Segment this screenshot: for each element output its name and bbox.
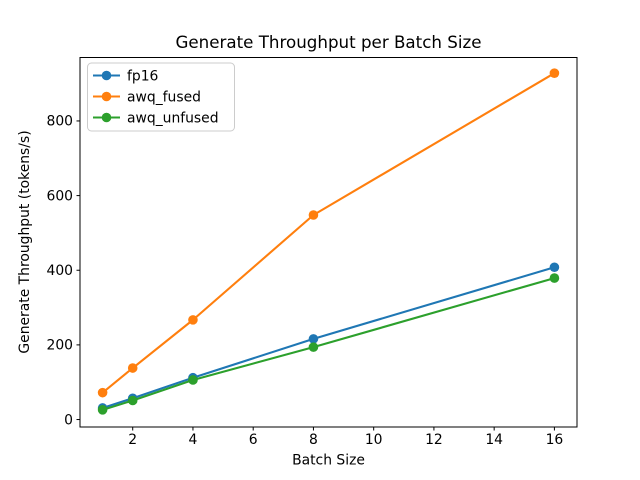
series-marker-awq_fused [188,315,198,325]
legend-box [87,62,235,132]
x-tick-label: 8 [309,432,318,448]
series-marker-awq_fused [127,363,138,373]
x-axis-label: Batch Size [292,453,365,469]
y-tick-label: 200 [46,338,73,354]
x-tick-label: 6 [249,432,258,448]
series-line-awq_unfused [101,277,556,411]
x-tick-label: 2 [128,432,137,448]
legend-label-awq_unfused: awq_unfused [127,110,219,126]
y-tick-label: 0 [64,412,73,428]
legend-marker-awq_unfused [101,112,112,123]
x-tick-label: 16 [546,432,564,448]
series-marker-awq_fused [308,210,319,220]
y-tick-label: 600 [46,188,73,204]
legend: fp16 awq_fused awq_unfused [87,62,235,132]
series-marker-awq_unfused [549,273,560,283]
y-tick-label: 400 [46,263,73,279]
axes-frame [79,57,578,428]
series-marker-awq_unfused [127,395,138,406]
legend-marker-fp16 [101,70,112,81]
x-tick-label: 14 [485,432,503,448]
series-marker-awq_fused [549,68,560,78]
series-marker-awq_fused [97,387,108,398]
y-tick-label: 800 [46,114,73,130]
series-marker-awq_unfused [97,405,108,415]
legend-label-awq_fused: awq_fused [127,89,201,105]
legend-label-fp16: fp16 [127,68,158,84]
series-marker-fp16 [308,334,319,344]
series-marker-awq_unfused [188,375,198,385]
series-marker-awq_unfused [308,342,319,352]
series-marker-fp16 [549,262,560,273]
legend-marker-awq_fused [101,91,112,102]
x-tick-label: 12 [425,432,443,448]
chart-title: Generate Throughput per Batch Size [175,32,481,52]
y-axis-label: Generate Throughput (tokens/s) [17,130,33,353]
plot-area: 2 4 6 8 10 12 14 16 0 200 400 600 800 [46,57,578,448]
x-tick-label: 4 [189,432,198,448]
x-tick-label: 10 [365,432,383,448]
